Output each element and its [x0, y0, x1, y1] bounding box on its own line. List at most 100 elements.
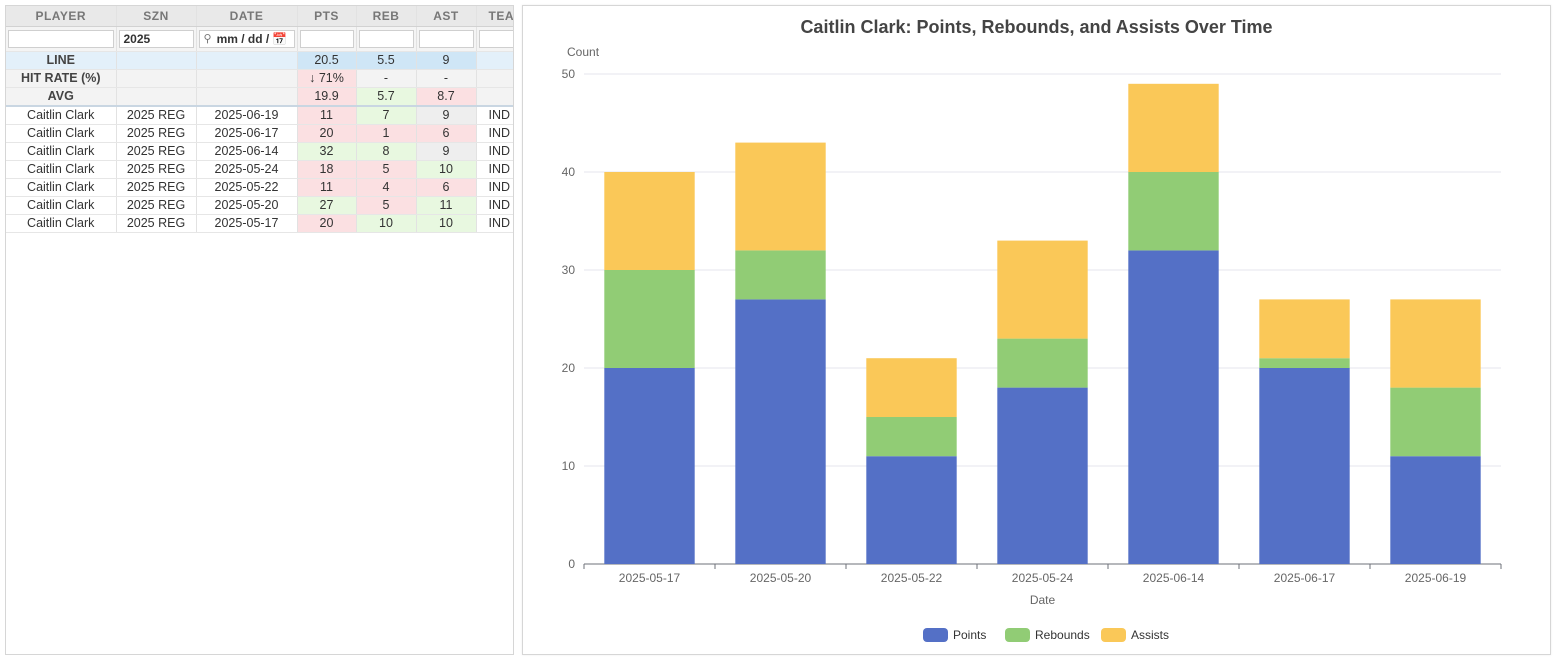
legend-label-assists: Assists	[1131, 628, 1169, 642]
legend-swatch-rebounds	[1005, 628, 1030, 642]
bar-rebounds	[1259, 358, 1350, 368]
cell-pts: 20	[297, 124, 357, 143]
cell-date: 2025-05-24	[196, 160, 298, 179]
cell-pts: 32	[297, 142, 357, 161]
bar-points	[1128, 250, 1219, 564]
search-icon: ⚲	[203, 32, 212, 45]
cell-ast: 9	[416, 142, 477, 161]
cell-pts: 27	[297, 196, 357, 215]
cell-date: 2025-05-17	[196, 214, 298, 233]
table-row[interactable]: Caitlin Clark 2025 REG 2025-06-17 20 1 6 IND	[6, 124, 513, 143]
cell-team: IND	[476, 160, 513, 179]
column-header-player[interactable]: PLAYER	[6, 6, 117, 27]
cell-reb: 5	[356, 160, 417, 179]
y-tick-label: 30	[562, 263, 576, 277]
cell-team: IND	[476, 124, 513, 143]
cell-reb: 5	[356, 196, 417, 215]
table-row[interactable]: Caitlin Clark 2025 REG 2025-05-17 20 10 10 IND	[6, 214, 513, 233]
y-tick-label: 50	[562, 67, 576, 81]
line-reb: 5.5	[356, 51, 417, 70]
column-header-ast[interactable]: AST	[416, 6, 477, 27]
cell-team: IND	[476, 214, 513, 233]
bar-assists	[1259, 299, 1350, 359]
filter-row: 2025 ⚲ mm / dd / 📅	[6, 26, 513, 52]
bar-assists	[1390, 299, 1481, 388]
x-tick-label: 2025-05-24	[1012, 571, 1074, 585]
column-header-pts[interactable]: PTS	[297, 6, 357, 27]
cell-player: Caitlin Clark	[6, 196, 117, 215]
hit-rate-reb: -	[356, 69, 417, 88]
bar-points	[604, 368, 695, 564]
hit-rate-ast: -	[416, 69, 477, 88]
bar-rebounds	[1390, 387, 1481, 457]
bar-assists	[997, 240, 1088, 339]
x-axis-label: Date	[1030, 593, 1056, 607]
chart-title: Caitlin Clark: Points, Rebounds, and Ass…	[800, 17, 1273, 37]
column-header-szn[interactable]: SZN	[116, 6, 197, 27]
avg-row: AVG 19.9 5.7 8.7	[6, 87, 513, 107]
bar-assists	[604, 172, 695, 270]
cell-date: 2025-06-14	[196, 142, 298, 161]
bar-assists	[866, 358, 957, 417]
x-tick-label: 2025-06-14	[1143, 571, 1205, 585]
bar-rebounds	[735, 250, 826, 300]
x-tick-label: 2025-06-19	[1405, 571, 1467, 585]
line-pts: 20.5	[297, 51, 357, 70]
cell-szn: 2025 REG	[116, 106, 197, 125]
cell-reb: 10	[356, 214, 417, 233]
bar-points	[1259, 368, 1350, 564]
table-row[interactable]: Caitlin Clark 2025 REG 2025-06-14 32 8 9 IND	[6, 142, 513, 161]
column-header-date[interactable]: DATE	[196, 6, 298, 27]
cell-pts: 18	[297, 160, 357, 179]
szn-filter-input[interactable]: 2025	[118, 30, 194, 48]
date-filter-value: mm / dd /	[216, 31, 270, 46]
bar-assists	[1128, 83, 1219, 172]
y-tick-label: 10	[562, 459, 576, 473]
column-header-reb[interactable]: REB	[356, 6, 417, 27]
x-tick-label: 2025-05-20	[750, 571, 812, 585]
column-header-team[interactable]: TEAM	[476, 6, 513, 27]
date-filter-input[interactable]: ⚲ mm / dd / 📅	[198, 30, 295, 48]
table-row[interactable]: Caitlin Clark 2025 REG 2025-05-22 11 4 6 IND	[6, 178, 513, 197]
cell-team: IND	[476, 178, 513, 197]
cell-date: 2025-05-20	[196, 196, 298, 215]
pts-filter-input[interactable]	[299, 30, 354, 48]
bar-points	[866, 456, 957, 564]
legend-swatch-points	[923, 628, 948, 642]
cell-ast: 10	[416, 214, 477, 233]
cell-reb: 1	[356, 124, 417, 143]
cell-ast: 6	[416, 178, 477, 197]
reb-filter-input[interactable]	[358, 30, 414, 48]
team-filter-input[interactable]	[478, 30, 513, 48]
avg-label: AVG	[6, 87, 117, 107]
header-row: PLAYER SZN DATE PTS REB AST TEAM	[6, 6, 513, 27]
cell-szn: 2025 REG	[116, 124, 197, 143]
avg-pts: 19.9	[297, 87, 357, 107]
player-filter-input[interactable]	[8, 30, 114, 48]
table-row[interactable]: Caitlin Clark 2025 REG 2025-05-24 18 5 10 IND	[6, 160, 513, 179]
table-row[interactable]: Caitlin Clark 2025 REG 2025-05-20 27 5 11 IND	[6, 196, 513, 215]
avg-reb: 5.7	[356, 87, 417, 107]
cell-date: 2025-06-19	[196, 106, 298, 125]
bar-rebounds	[997, 338, 1088, 388]
bar-assists	[735, 142, 826, 251]
cell-ast: 6	[416, 124, 477, 143]
bar-points	[735, 299, 826, 564]
bar-points	[1390, 456, 1481, 564]
cell-ast: 10	[416, 160, 477, 179]
y-tick-label: 0	[568, 557, 575, 571]
cell-szn: 2025 REG	[116, 214, 197, 233]
bar-rebounds	[1128, 172, 1219, 251]
ast-filter-input[interactable]	[418, 30, 474, 48]
line-label: LINE	[6, 51, 117, 70]
cell-player: Caitlin Clark	[6, 214, 117, 233]
line-row: LINE 20.5 5.5 9	[6, 51, 513, 70]
calendar-icon[interactable]: 📅	[272, 31, 288, 46]
stats-table: PLAYER SZN DATE PTS REB AST TEAM 2025 ⚲ m…	[6, 6, 513, 233]
cell-date: 2025-06-17	[196, 124, 298, 143]
bar-points	[997, 387, 1088, 564]
line-ast: 9	[416, 51, 477, 70]
cell-team: IND	[476, 196, 513, 215]
table-row[interactable]: Caitlin Clark 2025 REG 2025-06-19 11 7 9 IND	[6, 106, 513, 125]
legend-label-rebounds: Rebounds	[1035, 628, 1090, 642]
